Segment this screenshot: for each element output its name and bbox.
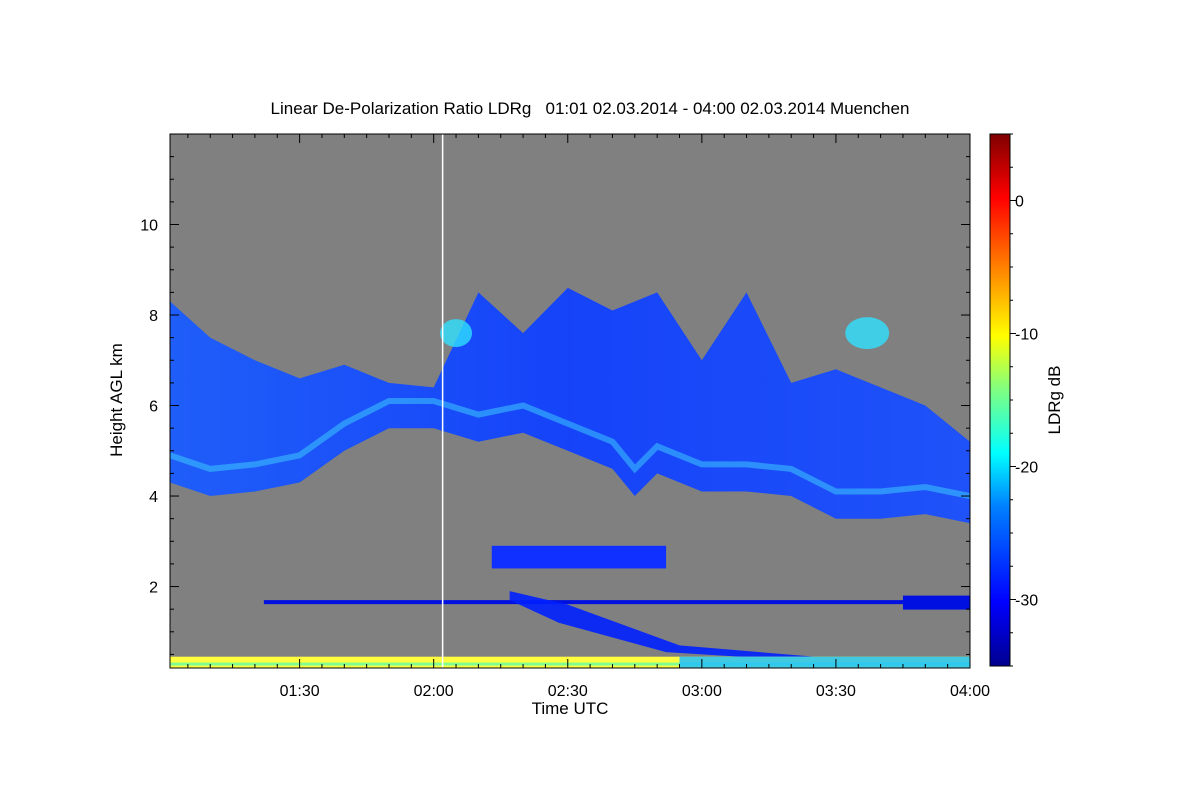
colorbar-tick-label: 0 bbox=[1015, 194, 1024, 211]
low-level-layer bbox=[263, 600, 970, 605]
precipitation-fall-streak bbox=[509, 591, 814, 662]
ice-patch bbox=[440, 319, 473, 348]
surface-layer-late bbox=[679, 656, 970, 668]
x-tick-label: 02:00 bbox=[414, 683, 454, 700]
x-tick-label: 04:00 bbox=[950, 683, 990, 700]
y-tick-label: 4 bbox=[149, 489, 158, 506]
colorbar-ticks: 0 -10 -20 -30 bbox=[1010, 133, 1038, 667]
colorbar-tick-label: -10 bbox=[1015, 327, 1038, 344]
x-tick-label: 01:30 bbox=[280, 683, 320, 700]
x-tick-label: 03:00 bbox=[682, 683, 722, 700]
y-axis-label: Height AGL km bbox=[107, 343, 126, 457]
x-axis-label: Time UTC bbox=[532, 699, 609, 718]
y-tick-label: 10 bbox=[140, 218, 158, 235]
ice-patch bbox=[845, 317, 890, 350]
x-tick-label: 02:30 bbox=[548, 683, 588, 700]
cloud-features bbox=[170, 134, 970, 668]
cloud-depolarization-streak bbox=[170, 398, 970, 499]
surface-layer-band bbox=[170, 662, 970, 666]
colorbar bbox=[989, 133, 1011, 667]
x-tick-label: 03:30 bbox=[816, 683, 856, 700]
colorbar-tick-label: -30 bbox=[1015, 593, 1038, 610]
y-tick-label: 2 bbox=[149, 580, 158, 597]
chart-title: Linear De-Polarization Ratio LDRg 01:01 … bbox=[271, 99, 910, 118]
plot-frame bbox=[169, 133, 971, 669]
colorbar-tick-label: -20 bbox=[1015, 460, 1038, 477]
axes: 01:30 02:00 02:30 03:00 03:30 04:00 2 4 6 8 10 bbox=[140, 133, 990, 700]
y-tick-label: 8 bbox=[149, 308, 158, 325]
surface-layer bbox=[170, 656, 970, 668]
y-tick-label: 6 bbox=[149, 399, 158, 416]
low-level-layer-dense bbox=[902, 595, 970, 610]
mid-level-layer bbox=[491, 545, 667, 569]
colorbar-label: LDRg dB bbox=[1045, 366, 1064, 435]
